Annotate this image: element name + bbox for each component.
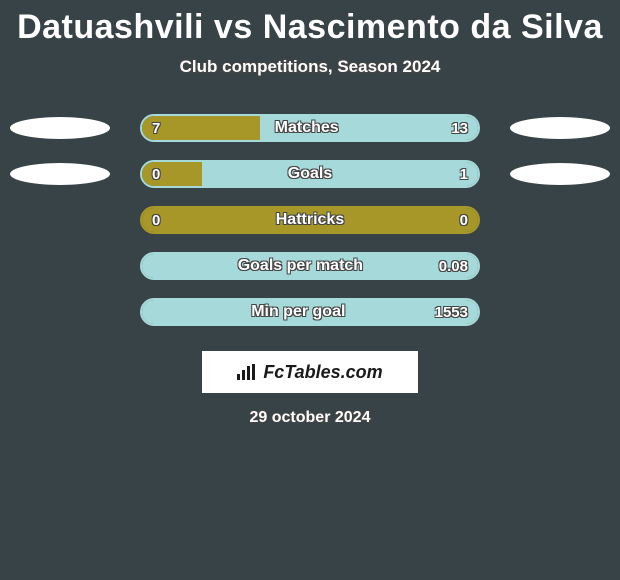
logo-text: FcTables.com (263, 362, 382, 383)
stat-value-right: 13 (439, 120, 480, 137)
card-title: Datuashvili vs Nascimento da Silva (0, 0, 620, 47)
bar-chart-icon (237, 364, 257, 380)
stat-bar-labels: 0Hattricks0 (140, 206, 480, 234)
stat-bar-labels: Min per goal1553 (140, 298, 480, 326)
player-left-marker (10, 117, 110, 139)
stat-row: 0Goals1 (0, 151, 620, 197)
card-subtitle: Club competitions, Season 2024 (0, 57, 620, 77)
stat-name: Min per goal (174, 303, 423, 321)
stat-value-right: 0.08 (427, 258, 480, 275)
stat-name: Matches (174, 119, 439, 137)
stat-bar-labels: 0Goals1 (140, 160, 480, 188)
stat-row: 0Hattricks0 (0, 197, 620, 243)
stat-value-right: 0 (446, 212, 480, 229)
player-right-marker (510, 163, 610, 185)
stat-name: Hattricks (174, 211, 446, 229)
stat-value-left: 7 (140, 120, 174, 137)
stat-value-right: 1 (446, 166, 480, 183)
stat-name: Goals per match (174, 257, 427, 275)
card-date: 29 october 2024 (0, 409, 620, 427)
stat-rows: 7Matches130Goals10Hattricks0Goals per ma… (0, 105, 620, 335)
player-right-marker (510, 117, 610, 139)
player-left-marker (10, 163, 110, 185)
stat-bar-labels: Goals per match0.08 (140, 252, 480, 280)
stat-row: Min per goal1553 (0, 289, 620, 335)
source-logo[interactable]: FcTables.com (202, 351, 418, 393)
stat-bar-labels: 7Matches13 (140, 114, 480, 142)
comparison-card: Datuashvili vs Nascimento da Silva Club … (0, 0, 620, 580)
stat-value-left: 0 (140, 166, 174, 183)
stat-value-left: 0 (140, 212, 174, 229)
stat-name: Goals (174, 165, 446, 183)
stat-row: 7Matches13 (0, 105, 620, 151)
stat-row: Goals per match0.08 (0, 243, 620, 289)
stat-value-right: 1553 (423, 304, 480, 321)
